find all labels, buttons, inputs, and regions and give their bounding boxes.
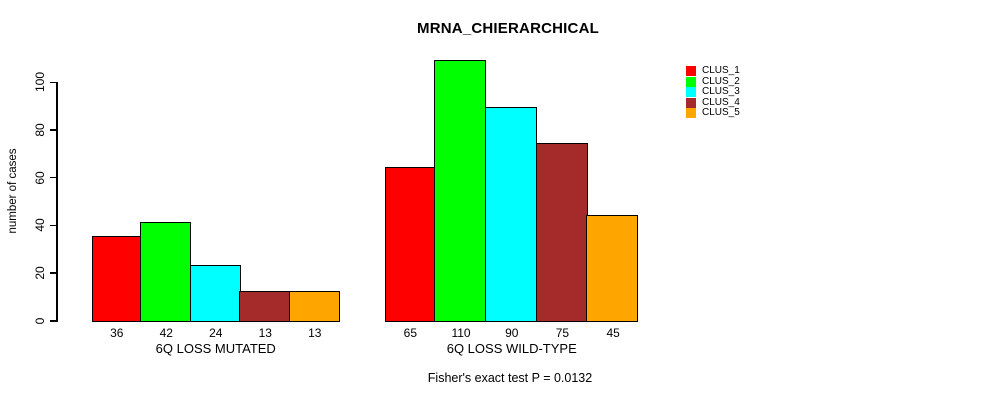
bar-clus_2-mutated <box>140 221 191 322</box>
chart-title: MRNA_CHIERARCHICAL <box>417 20 599 37</box>
legend: CLUS_1 CLUS_2 CLUS_3 CLUS_4 CLUS_5 <box>686 66 740 119</box>
y-axis-line <box>56 82 58 322</box>
y-tick-mark <box>49 272 57 274</box>
bar-value-label: 36 <box>110 326 124 340</box>
legend-swatch-icon <box>686 66 696 77</box>
y-tick-label: 40 <box>33 218 47 233</box>
bar-value-label: 13 <box>258 326 272 340</box>
bar-value-label: 13 <box>308 326 322 340</box>
legend-swatch-icon <box>686 108 696 119</box>
fisher-test-annotation: Fisher's exact test P = 0.0132 <box>427 371 593 385</box>
legend-label: CLUS_5 <box>702 107 740 119</box>
y-tick-mark <box>49 320 57 322</box>
legend-item-clus_2: CLUS_2 <box>686 75 740 88</box>
bar-clus_4-wildtype <box>535 142 588 322</box>
bar-clus_3-wildtype <box>484 106 538 322</box>
legend-label: CLUS_2 <box>702 75 740 87</box>
y-tick-label: 20 <box>33 266 47 280</box>
legend-label: CLUS_3 <box>702 86 740 98</box>
y-tick-mark <box>49 176 57 179</box>
bar-value-label: 45 <box>606 326 620 340</box>
bar-clus_1-mutated <box>92 235 142 322</box>
bar-clus_4-mutated <box>239 290 290 322</box>
bar-value-label: 90 <box>505 326 519 340</box>
y-tick-mark <box>49 129 57 131</box>
legend-item-clus_5: CLUS_5 <box>686 108 740 119</box>
group-label: 6Q LOSS WILD-TYPE <box>446 341 577 356</box>
legend-label: CLUS_1 <box>702 65 740 77</box>
bar-value-label: 42 <box>159 326 173 340</box>
bar-clus_5-wildtype <box>586 214 639 322</box>
bar-clus_3-mutated <box>189 264 241 322</box>
group-label: 6Q LOSS MUTATED <box>155 341 276 356</box>
legend-swatch-icon <box>686 76 696 87</box>
y-tick-label: 100 <box>33 72 47 93</box>
y-tick-label: 80 <box>33 123 47 137</box>
legend-label: CLUS_4 <box>702 96 740 108</box>
bar-value-label: 110 <box>451 326 471 340</box>
y-tick-mark <box>49 224 57 227</box>
legend-item-clus_4: CLUS_4 <box>686 96 740 109</box>
legend-item-clus_1: CLUS_1 <box>686 66 740 77</box>
bar-clus_1-wildtype <box>385 166 436 322</box>
bar-clus_5-mutated <box>288 290 340 322</box>
y-tick-label: 0 <box>33 317 47 325</box>
legend-item-clus_3: CLUS_3 <box>686 87 740 98</box>
bar-value-label: 75 <box>555 326 570 340</box>
bar-value-label: 65 <box>403 326 418 340</box>
bar-clus_2-wildtype <box>434 59 487 322</box>
y-tick-label: 60 <box>33 170 47 185</box>
legend-swatch-icon <box>686 87 696 98</box>
bar-value-label: 24 <box>209 326 223 340</box>
legend-swatch-icon <box>686 97 696 108</box>
y-tick-mark <box>49 81 57 83</box>
y-axis-title: number of cases <box>7 148 19 234</box>
